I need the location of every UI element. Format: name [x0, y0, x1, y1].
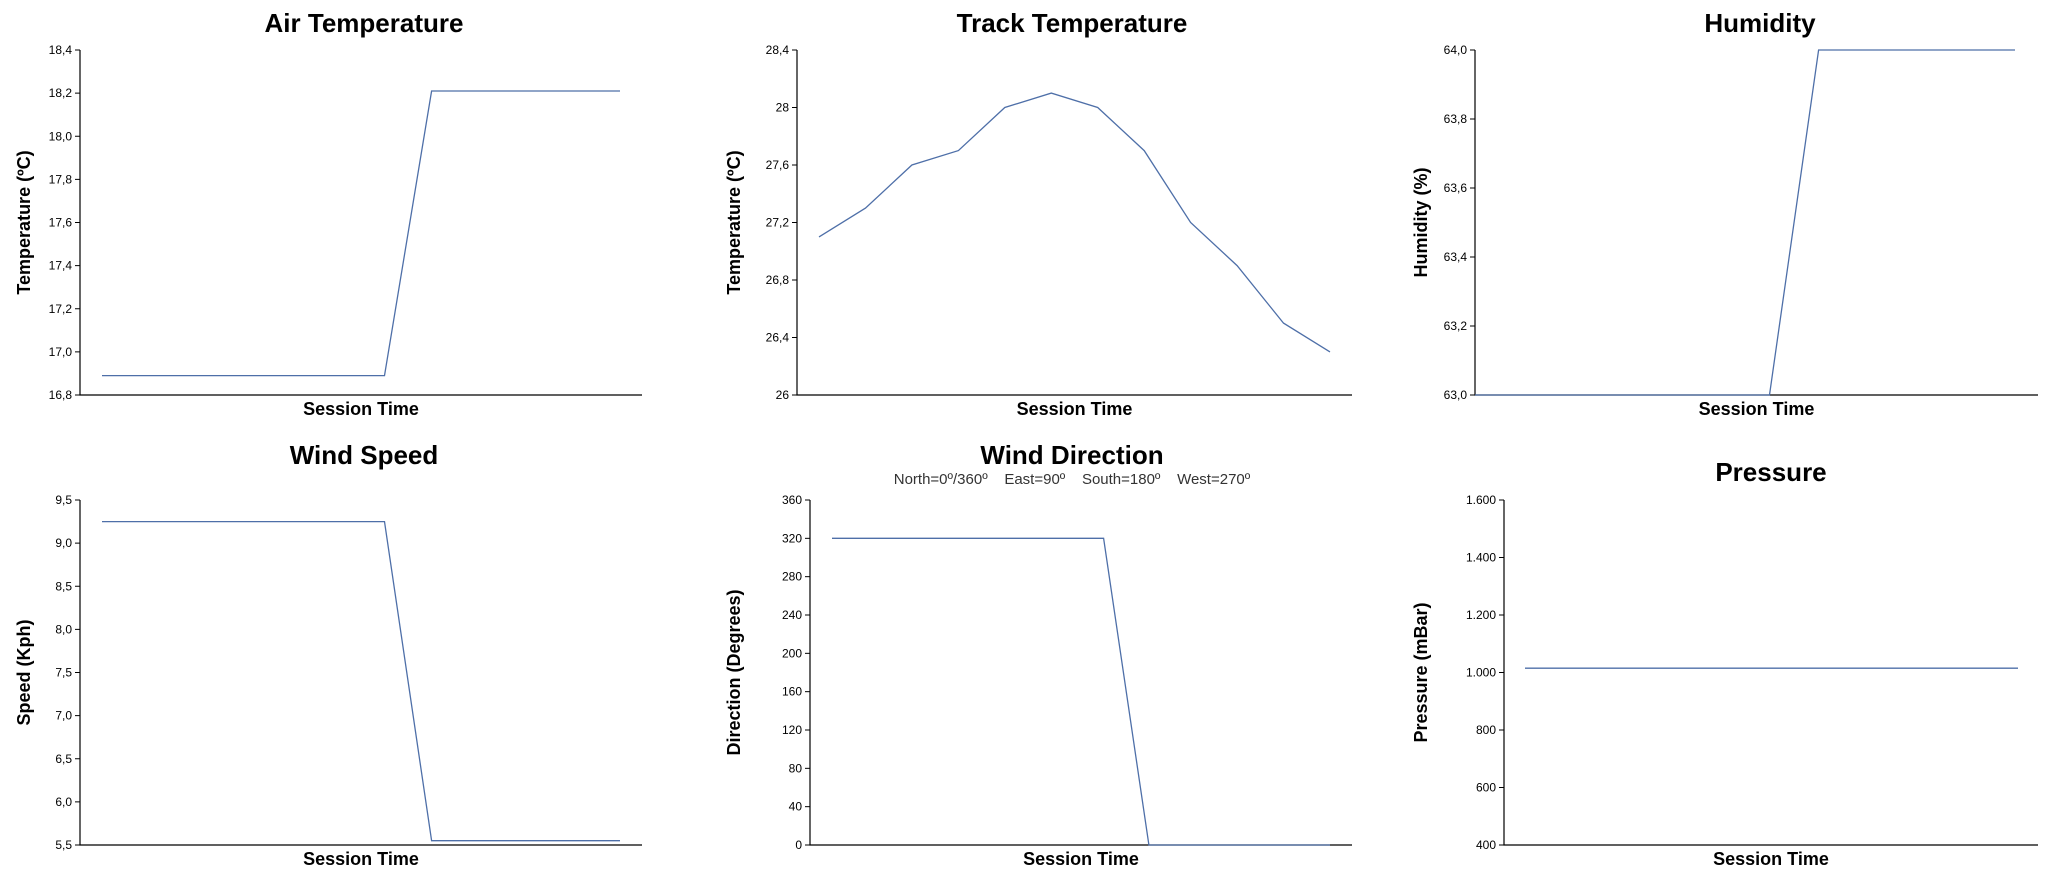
y-tick-label: 320 — [782, 531, 802, 545]
y-tick-label: 63,0 — [1444, 388, 1468, 402]
chart-axes — [1503, 500, 2038, 846]
series-line — [1475, 49, 2015, 396]
y-tick-label: 600 — [1476, 781, 1496, 795]
chart-axes — [809, 500, 1352, 846]
x-axis-label: Session Time — [1713, 849, 1829, 869]
y-tick-label: 63,2 — [1444, 319, 1468, 333]
y-tick-label: 9,0 — [55, 536, 72, 550]
y-tick-label: 240 — [782, 608, 802, 622]
y-axis-label: Humidity (%) — [1411, 167, 1431, 277]
y-tick-label: 17,8 — [49, 172, 73, 186]
y-tick-label: 17,0 — [49, 345, 73, 359]
chart-panel-6: Pressure 400 600 800 1.000 1.200 1.400 1.600 Ses… — [1411, 457, 2038, 869]
y-tick-label: 18,0 — [49, 129, 73, 143]
y-tick-label: 26 — [776, 388, 790, 402]
y-tick-label: 26,8 — [766, 273, 790, 287]
y-tick-label: 120 — [782, 723, 802, 737]
chart-title: Track Temperature — [957, 8, 1188, 38]
y-tick-label: 17,2 — [49, 302, 73, 316]
y-tick-label: 9,5 — [55, 493, 72, 507]
chart-title: Wind Direction — [980, 440, 1163, 470]
y-tick-label: 800 — [1476, 723, 1496, 737]
y-axis-label: Direction (Degrees) — [724, 589, 744, 755]
chart-axes — [796, 50, 1352, 396]
chart-title: Pressure — [1715, 457, 1826, 487]
y-tick-label: 1.600 — [1466, 493, 1496, 507]
series-line — [818, 92, 1331, 353]
y-tick-label: 8,0 — [55, 622, 72, 636]
y-tick-label: 1.000 — [1466, 666, 1496, 680]
y-axis-label: Temperature (ºC) — [14, 150, 34, 294]
chart-title: Humidity — [1704, 8, 1816, 38]
y-tick-label: 17,6 — [49, 216, 73, 230]
y-tick-label: 5,5 — [55, 838, 72, 852]
y-tick-label: 28 — [776, 101, 790, 115]
x-axis-label: Session Time — [303, 399, 419, 419]
x-axis-label: Session Time — [303, 849, 419, 869]
chart-subtitle: North=0º/360º East=90º South=180º West=2… — [894, 471, 1251, 488]
y-tick-label: 28,4 — [766, 43, 790, 57]
x-axis-label: Session Time — [1023, 849, 1139, 869]
chart-title: Air Temperature — [265, 8, 464, 38]
y-tick-label: 18,2 — [49, 86, 73, 100]
y-tick-label: 16,8 — [49, 388, 73, 402]
y-tick-label: 18,4 — [49, 43, 73, 57]
chart-panel-2: Track Temperature 26 26,4 26,8 27,2 27,6 28 28,… — [724, 8, 1352, 419]
chart-axes — [1474, 50, 2038, 396]
x-axis-label: Session Time — [1699, 399, 1815, 419]
chart-axes — [79, 500, 642, 846]
series-line — [832, 537, 1330, 846]
x-axis-label: Session Time — [1017, 399, 1133, 419]
y-axis-label: Pressure (mBar) — [1411, 602, 1431, 742]
y-tick-label: 64,0 — [1444, 43, 1468, 57]
y-tick-label: 27,6 — [766, 158, 790, 172]
chart-panel-3: Humidity 63,0 63,2 63,4 63,6 63,8 64,0 Session … — [1411, 8, 2038, 419]
y-tick-label: 160 — [782, 685, 802, 699]
y-tick-label: 63,4 — [1444, 250, 1468, 264]
y-axis-label: Temperature (ºC) — [724, 150, 744, 294]
y-tick-label: 7,0 — [55, 709, 72, 723]
y-tick-label: 80 — [789, 761, 803, 775]
chart-axes — [79, 50, 642, 396]
y-tick-label: 0 — [795, 838, 802, 852]
y-tick-label: 63,8 — [1444, 112, 1468, 126]
y-tick-label: 1.400 — [1466, 551, 1496, 565]
y-tick-label: 27,2 — [766, 216, 790, 230]
y-tick-label: 280 — [782, 570, 802, 584]
y-tick-label: 8,5 — [55, 579, 72, 593]
chart-panel-4: Wind Speed 5,5 6,0 6,5 7,0 7,5 8,0 8,5 9,0 9,5 Ses… — [14, 440, 642, 869]
y-tick-label: 26,4 — [766, 331, 790, 345]
y-tick-label: 1.200 — [1466, 608, 1496, 622]
chart-panel-1: Air Temperature 16,8 17,0 17,2 17,4 17,6 17,8 1… — [14, 8, 642, 419]
y-tick-label: 6,0 — [55, 795, 72, 809]
y-tick-label: 400 — [1476, 838, 1496, 852]
y-axis-label: Speed (Kph) — [14, 619, 34, 725]
y-tick-label: 63,6 — [1444, 181, 1468, 195]
series-line — [102, 90, 620, 377]
y-tick-label: 200 — [782, 646, 802, 660]
y-tick-label: 7,5 — [55, 666, 72, 680]
series-line — [102, 520, 620, 842]
chart-title: Wind Speed — [290, 440, 439, 470]
y-tick-label: 40 — [789, 800, 803, 814]
y-tick-label: 6,5 — [55, 752, 72, 766]
y-tick-label: 17,4 — [49, 259, 73, 273]
y-tick-label: 360 — [782, 493, 802, 507]
